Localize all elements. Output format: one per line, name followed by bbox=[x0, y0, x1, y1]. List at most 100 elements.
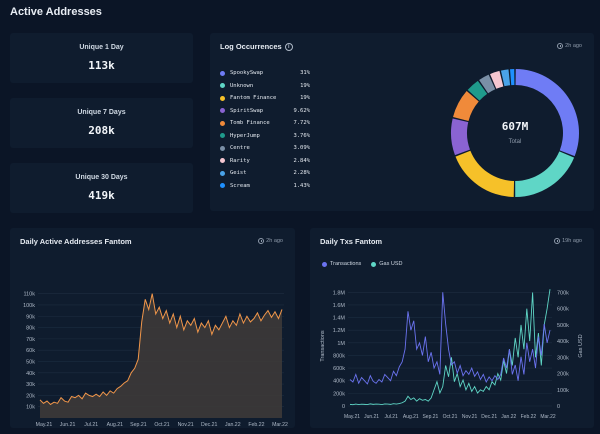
time-text: 2h ago bbox=[266, 238, 283, 244]
legend-item-gas-usd[interactable]: Gas USD bbox=[371, 261, 403, 267]
x-tick-label: Nov.21 bbox=[462, 414, 478, 420]
y-tick-label: 400k bbox=[333, 379, 345, 385]
legend-dot bbox=[322, 261, 327, 267]
log-occurrences-title: Log Occurrences i bbox=[220, 42, 293, 52]
y-tick-label: 1.4M bbox=[333, 316, 346, 322]
y-tick-label: 1.2M bbox=[333, 328, 346, 334]
donut-slice bbox=[515, 151, 575, 197]
y-tick-label: 1M bbox=[337, 341, 345, 347]
y-tick-label: 10k bbox=[26, 405, 35, 411]
x-tick-label: Aug.21 bbox=[107, 422, 124, 428]
legend-dot bbox=[220, 83, 225, 88]
y-axis-label: Transactions bbox=[320, 330, 326, 362]
txs-legend: Transactions Gas USD bbox=[322, 261, 403, 267]
legend-dot bbox=[220, 108, 225, 113]
y-right-tick-label: 400k bbox=[557, 339, 569, 345]
legend-label: Tomb Finance bbox=[230, 120, 270, 126]
legend-value: 2.84% bbox=[293, 157, 310, 164]
legend-row[interactable]: SpookySwap 31% bbox=[220, 68, 310, 78]
daily-active-chart: 10k 20k 30k 40k 50k 60k 70k 80k 90k 100k 110k May.2… bbox=[23, 292, 288, 428]
legend-label: Scream bbox=[230, 182, 250, 189]
clock-icon bbox=[557, 43, 564, 49]
legend-row[interactable]: SpiritSwap 9.62% bbox=[220, 106, 310, 116]
x-tick-label: Dec.21 bbox=[201, 422, 218, 428]
y-right-tick-label: 100k bbox=[557, 388, 569, 394]
donut-slice bbox=[510, 69, 515, 86]
time-badge: 2h ago bbox=[258, 238, 283, 244]
legend-value: 2.28% bbox=[293, 170, 310, 176]
x-tick-label: Mar.22 bbox=[540, 414, 556, 420]
x-tick-label: Oct.21 bbox=[154, 422, 169, 428]
y-right-tick-label: 700k bbox=[557, 290, 569, 296]
x-tick-label: May.21 bbox=[344, 414, 360, 420]
legend-dot bbox=[220, 158, 225, 163]
donut-chart: 607M Total bbox=[451, 69, 579, 197]
legend-label: Rarity bbox=[230, 157, 250, 164]
daily-txs-chart: 0 200k 400k 600k 800k 1M 1.2M 1.4M 1.6M 1.8M 0 100k… bbox=[320, 289, 584, 420]
donut-slice bbox=[479, 74, 496, 94]
y-right-tick-label: 500k bbox=[557, 323, 569, 329]
legend-value: 31% bbox=[300, 70, 310, 76]
card-title-text: Log Occurrences bbox=[220, 42, 282, 51]
x-tick-label: Sep.21 bbox=[130, 422, 147, 428]
legend-item-transactions[interactable]: Transactions bbox=[322, 261, 361, 267]
legend-label: HyperJump bbox=[230, 132, 260, 139]
clock-icon bbox=[554, 238, 561, 244]
legend-dot bbox=[371, 261, 377, 267]
legend-dot bbox=[220, 133, 225, 138]
y-tick-label: 100k bbox=[23, 303, 35, 309]
donut-slice bbox=[515, 69, 579, 157]
donut-slice bbox=[500, 69, 511, 87]
stat-label: Unique 1 Day bbox=[79, 44, 124, 51]
legend-row[interactable]: Tomb Finance 7.72% bbox=[220, 118, 310, 128]
legend-dot bbox=[220, 120, 225, 126]
legend-row[interactable]: Geist 2.28% bbox=[220, 168, 310, 178]
x-tick-label: Jul.21 bbox=[84, 422, 98, 428]
legend-value: 3.09% bbox=[293, 145, 310, 151]
x-tick-label: Aug.21 bbox=[403, 414, 419, 420]
x-tick-label: Jun.21 bbox=[364, 414, 379, 420]
legend-label: Geist bbox=[230, 170, 247, 176]
x-tick-label: Sep.21 bbox=[422, 414, 438, 420]
series-line-transactions bbox=[349, 292, 551, 385]
legend-label: SpiritSwap bbox=[230, 107, 264, 114]
log-occurrences-card: Log Occurrences i 2h ago SpookySwap 31% Unk… bbox=[210, 33, 594, 211]
x-tick-label: Jun.21 bbox=[60, 422, 76, 428]
legend-dot bbox=[220, 183, 225, 188]
legend-label: Gas USD bbox=[379, 261, 403, 267]
area-fill bbox=[40, 293, 282, 418]
legend-row[interactable]: Unknown 19% bbox=[220, 81, 310, 91]
legend-value: 19% bbox=[300, 82, 310, 89]
legend-row[interactable]: Scream 1.43% bbox=[220, 181, 310, 191]
time-badge: 2h ago bbox=[557, 43, 582, 49]
daily-txs-card: Daily Txs Fantom 19h ago Transactions Ga… bbox=[310, 228, 594, 428]
info-icon[interactable]: i bbox=[284, 43, 293, 52]
x-tick-label: Jan.22 bbox=[501, 414, 516, 420]
legend-value: 3.76% bbox=[293, 132, 310, 139]
x-tick-label: Dec.21 bbox=[481, 414, 497, 420]
legend-row[interactable]: HyperJump 3.76% bbox=[220, 131, 310, 141]
y-right-tick-label: 600k bbox=[557, 307, 569, 313]
time-text: 2h ago bbox=[565, 43, 582, 49]
legend-label: Transactions bbox=[330, 261, 362, 267]
donut-slice bbox=[453, 91, 479, 122]
stat-card-7-days: Unique 7 Days 208k bbox=[10, 98, 193, 148]
y-tick-label: 50k bbox=[26, 359, 35, 365]
donut-slice bbox=[490, 70, 504, 89]
y-tick-label: 90k bbox=[26, 314, 35, 320]
legend-value: 9.62% bbox=[293, 107, 310, 114]
stat-label: Unique 7 Days bbox=[77, 109, 126, 116]
legend-row[interactable]: Centre 3.09% bbox=[220, 143, 310, 153]
y-tick-label: 600k bbox=[333, 366, 345, 372]
stat-card-30-days: Unique 30 Days 419k bbox=[10, 163, 193, 213]
legend-row[interactable]: Rarity 2.84% bbox=[220, 156, 310, 166]
clock-icon bbox=[258, 238, 265, 244]
legend-dot bbox=[220, 145, 225, 151]
x-tick-label: Jan.22 bbox=[225, 422, 241, 428]
stat-label: Unique 30 Days bbox=[75, 174, 128, 181]
legend-label: SpookySwap bbox=[230, 70, 264, 76]
y-tick-label: 80k bbox=[26, 326, 35, 332]
x-tick-label: Jul.21 bbox=[385, 414, 399, 420]
legend-value: 7.72% bbox=[293, 120, 310, 126]
legend-row[interactable]: Fantom Finance 19% bbox=[220, 93, 310, 103]
